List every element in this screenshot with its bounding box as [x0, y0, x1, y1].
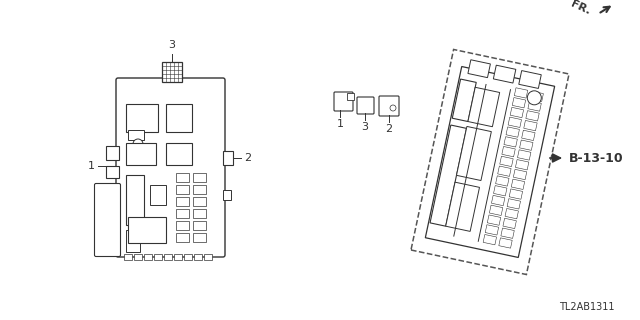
Polygon shape	[504, 137, 517, 147]
Polygon shape	[430, 125, 467, 226]
Bar	[176, 197, 189, 206]
Text: B-13-10: B-13-10	[569, 151, 623, 164]
Bar	[162, 62, 182, 82]
Bar	[174, 254, 182, 260]
Polygon shape	[524, 120, 537, 131]
Bar	[106, 146, 119, 160]
Bar	[193, 209, 206, 218]
Bar	[106, 166, 119, 178]
Polygon shape	[493, 65, 516, 83]
Polygon shape	[515, 160, 529, 170]
Bar	[176, 233, 189, 242]
Bar	[126, 175, 144, 225]
Text: 3: 3	[168, 40, 175, 50]
Circle shape	[133, 139, 143, 149]
Polygon shape	[493, 186, 507, 196]
Polygon shape	[456, 126, 492, 180]
Text: 3: 3	[362, 122, 369, 132]
Polygon shape	[487, 215, 500, 225]
Bar	[184, 254, 192, 260]
Polygon shape	[426, 67, 555, 258]
Bar	[126, 143, 156, 165]
Polygon shape	[445, 182, 479, 231]
Polygon shape	[515, 88, 528, 98]
Polygon shape	[526, 111, 540, 121]
Polygon shape	[452, 79, 476, 122]
FancyBboxPatch shape	[95, 183, 120, 257]
Bar	[193, 173, 206, 182]
Polygon shape	[499, 238, 512, 248]
Polygon shape	[498, 166, 511, 176]
Bar	[223, 190, 231, 200]
FancyBboxPatch shape	[116, 78, 225, 257]
Bar	[176, 221, 189, 230]
Polygon shape	[520, 140, 533, 150]
Text: FR.: FR.	[569, 0, 592, 16]
Polygon shape	[513, 169, 527, 180]
Bar	[347, 93, 354, 100]
Circle shape	[527, 91, 541, 105]
Polygon shape	[490, 205, 503, 215]
Polygon shape	[510, 107, 524, 118]
Polygon shape	[485, 225, 499, 235]
Polygon shape	[500, 156, 513, 167]
Polygon shape	[519, 71, 541, 88]
Bar	[166, 104, 192, 132]
FancyBboxPatch shape	[357, 97, 374, 114]
Bar	[193, 197, 206, 206]
Polygon shape	[503, 218, 516, 228]
Bar	[126, 230, 140, 252]
Bar	[176, 185, 189, 194]
Bar	[176, 173, 189, 182]
Polygon shape	[528, 101, 541, 111]
Bar	[128, 130, 144, 140]
Bar	[150, 185, 166, 205]
Polygon shape	[522, 130, 535, 140]
Polygon shape	[495, 176, 509, 186]
Text: TL2AB1311: TL2AB1311	[559, 302, 615, 312]
Bar	[126, 104, 158, 132]
Polygon shape	[505, 209, 518, 219]
Bar	[128, 217, 166, 243]
Polygon shape	[492, 196, 505, 206]
Polygon shape	[468, 87, 500, 127]
Polygon shape	[508, 117, 522, 127]
Bar	[134, 254, 142, 260]
Text: 2: 2	[385, 124, 392, 134]
Polygon shape	[511, 179, 525, 189]
Bar	[193, 221, 206, 230]
Polygon shape	[506, 127, 520, 137]
Polygon shape	[468, 60, 490, 78]
Bar	[193, 233, 206, 242]
Bar	[124, 254, 132, 260]
Bar	[154, 254, 162, 260]
Polygon shape	[509, 189, 523, 199]
FancyBboxPatch shape	[379, 96, 399, 116]
Text: 2: 2	[244, 153, 251, 163]
Polygon shape	[502, 147, 515, 157]
Text: 1: 1	[337, 119, 344, 129]
Bar	[176, 209, 189, 218]
Bar	[164, 254, 172, 260]
Text: 1: 1	[88, 161, 95, 171]
Bar	[166, 143, 192, 165]
Polygon shape	[512, 98, 525, 108]
Bar	[194, 254, 202, 260]
Circle shape	[390, 105, 396, 111]
FancyBboxPatch shape	[334, 92, 353, 111]
Polygon shape	[501, 228, 515, 238]
Bar	[204, 254, 212, 260]
Polygon shape	[411, 50, 569, 275]
Polygon shape	[518, 150, 531, 160]
Polygon shape	[530, 91, 543, 101]
Bar	[223, 151, 233, 165]
Polygon shape	[507, 199, 520, 209]
Bar	[144, 254, 152, 260]
Polygon shape	[483, 235, 497, 245]
Bar	[193, 185, 206, 194]
